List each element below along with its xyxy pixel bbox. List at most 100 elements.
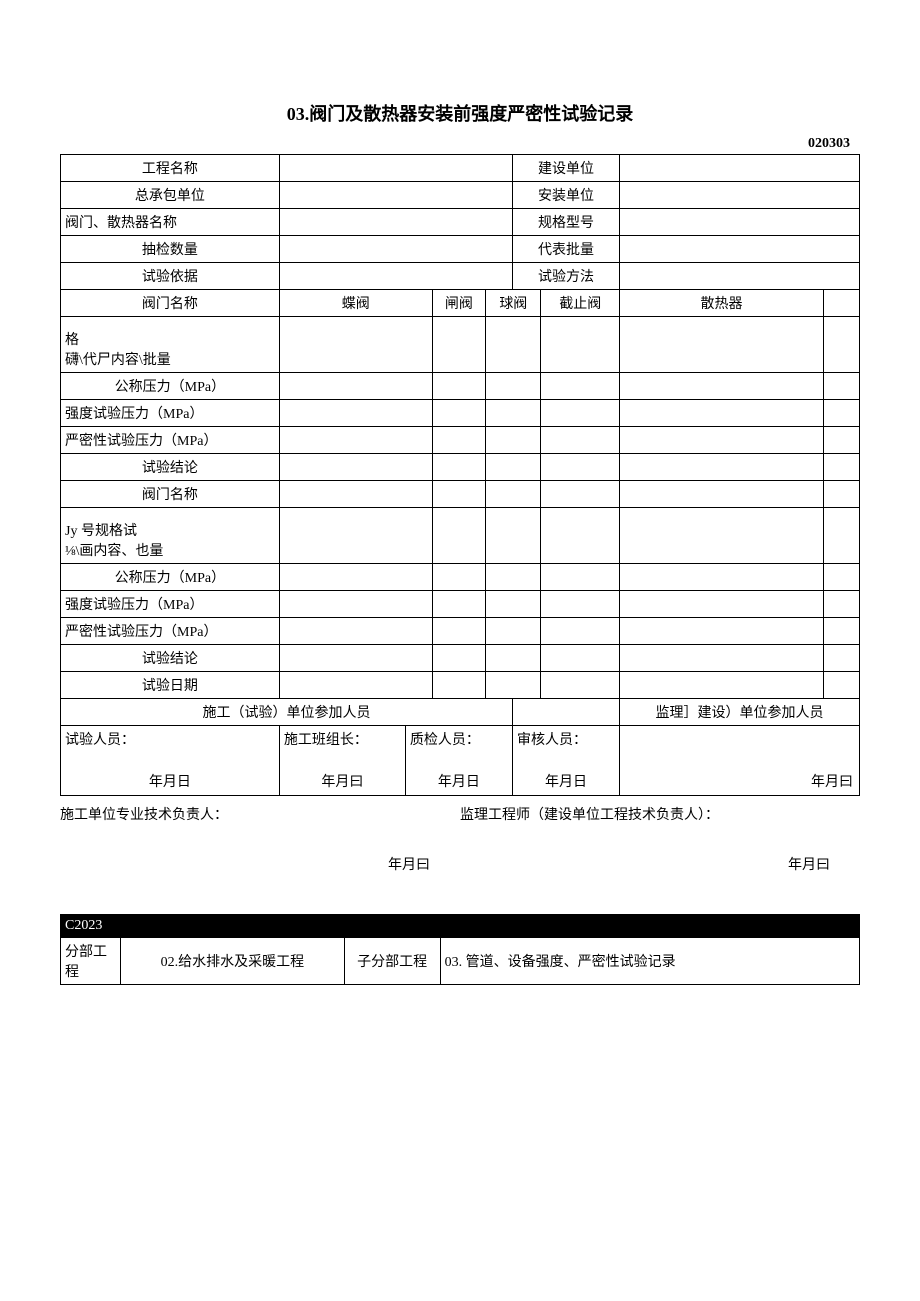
label-supervision-participants: 监理］建设）单位参加人员 — [620, 699, 860, 726]
cell — [541, 645, 620, 672]
cell — [620, 454, 824, 481]
cell — [279, 317, 432, 373]
cell — [541, 454, 620, 481]
cell — [541, 591, 620, 618]
cell — [620, 672, 824, 699]
cell — [432, 317, 486, 373]
cell — [486, 591, 541, 618]
cell — [541, 400, 620, 427]
cell — [620, 591, 824, 618]
main-form-table: 工程名称 建设单位 总承包单位 安装单位 阀门、散热器名称 规格型号 抽检数量 … — [60, 154, 860, 796]
cell — [486, 618, 541, 645]
cell — [620, 508, 824, 564]
col-stop: 截止阀 — [541, 290, 620, 317]
cell — [486, 454, 541, 481]
date-supervision-lead: 年月曰 — [460, 854, 860, 874]
cell — [541, 618, 620, 645]
cell — [279, 508, 432, 564]
code-cell: C2023 — [61, 915, 860, 938]
cell — [823, 454, 859, 481]
label-team-leader: 施工班组长： — [284, 733, 368, 748]
value-test-basis — [279, 263, 512, 290]
cell — [823, 591, 859, 618]
cell-team-leader: 施工班组长： 年月曰 — [279, 726, 405, 796]
cell — [620, 481, 824, 508]
cell — [823, 618, 859, 645]
cell — [432, 645, 486, 672]
label-valve-radiator-name: 阀门、散热器名称 — [61, 209, 280, 236]
value-general-contractor — [279, 182, 512, 209]
row-nominal-pressure-2: 公称压力（MPa） — [61, 564, 280, 591]
cell — [279, 454, 432, 481]
cell — [432, 618, 486, 645]
cell — [279, 672, 432, 699]
label-represent-batch: 代表批量 — [512, 236, 619, 263]
col-valve-name: 阀门名称 — [61, 290, 280, 317]
value-spec-model — [620, 209, 860, 236]
row-valve-name-2: 阀门名称 — [61, 481, 280, 508]
cell — [279, 400, 432, 427]
label-construction-participants: 施工（试验）单位参加人员 — [61, 699, 513, 726]
cell — [279, 481, 432, 508]
cell — [432, 481, 486, 508]
cell — [279, 564, 432, 591]
row-test-date: 试验日期 — [61, 672, 280, 699]
doc-number: 020303 — [60, 136, 860, 152]
cell — [512, 699, 619, 726]
cell — [432, 591, 486, 618]
page-title: 03.阀门及散热器安装前强度严密性试验记录 — [60, 100, 860, 126]
label-sample-qty: 抽检数量 — [61, 236, 280, 263]
bottom-table: C2023 分部工程 02.给水排水及采暖工程 子分部工程 03. 管道、设备强… — [60, 914, 860, 985]
cell — [823, 400, 859, 427]
cell — [486, 373, 541, 400]
cell — [541, 481, 620, 508]
cell — [486, 672, 541, 699]
date-reviewer: 年月日 — [513, 771, 619, 791]
cell — [541, 427, 620, 454]
col-gate: 闸阀 — [432, 290, 486, 317]
row-spec-batch-2: Jy 号规格试 ⅛\画内容、也量 — [61, 508, 280, 564]
label-install-unit: 安装单位 — [512, 182, 619, 209]
row-strength-pressure: 强度试验压力（MPa） — [61, 400, 280, 427]
label-construction-unit: 建设单位 — [512, 155, 619, 182]
cell — [432, 373, 486, 400]
cell — [823, 672, 859, 699]
cell — [823, 481, 859, 508]
date-qc: 年月日 — [406, 771, 512, 791]
value-project-name — [279, 155, 512, 182]
cell — [486, 400, 541, 427]
cell — [823, 427, 859, 454]
cell — [823, 373, 859, 400]
label-test-method: 试验方法 — [512, 263, 619, 290]
cell — [823, 645, 859, 672]
cell — [823, 564, 859, 591]
row-test-conclusion-1: 试验结论 — [61, 454, 280, 481]
cell-tester: 试验人员： 年月日 — [61, 726, 280, 796]
cell — [620, 645, 824, 672]
cell — [432, 454, 486, 481]
cell — [432, 672, 486, 699]
cell — [486, 427, 541, 454]
date-supervision: 年月曰 — [811, 771, 853, 791]
value-div-project: 02.给水排水及采暖工程 — [121, 938, 345, 985]
value-install-unit — [620, 182, 860, 209]
cell — [486, 508, 541, 564]
label-sub-div: 子分部工程 — [344, 938, 440, 985]
value-valve-radiator-name — [279, 209, 512, 236]
cell — [541, 564, 620, 591]
value-sub-div: 03. 管道、设备强度、严密性试验记录 — [440, 938, 859, 985]
cell — [620, 373, 824, 400]
row-tightness-pressure-2: 严密性试验压力（MPa） — [61, 618, 280, 645]
row-test-conclusion-2: 试验结论 — [61, 645, 280, 672]
label-construction-tech-lead: 施工单位专业技术负责人： — [60, 804, 460, 824]
cell — [823, 317, 859, 373]
col-blank — [823, 290, 859, 317]
cell-qc: 质检人员： 年月日 — [405, 726, 512, 796]
cell — [432, 400, 486, 427]
cell — [486, 481, 541, 508]
label-test-basis: 试验依据 — [61, 263, 280, 290]
label-general-contractor: 总承包单位 — [61, 182, 280, 209]
label-supervision-engineer: 监理工程师（建设单位工程技术负责人）： — [460, 804, 860, 824]
date-team-leader: 年月曰 — [280, 771, 405, 791]
row-strength-pressure-2: 强度试验压力（MPa） — [61, 591, 280, 618]
